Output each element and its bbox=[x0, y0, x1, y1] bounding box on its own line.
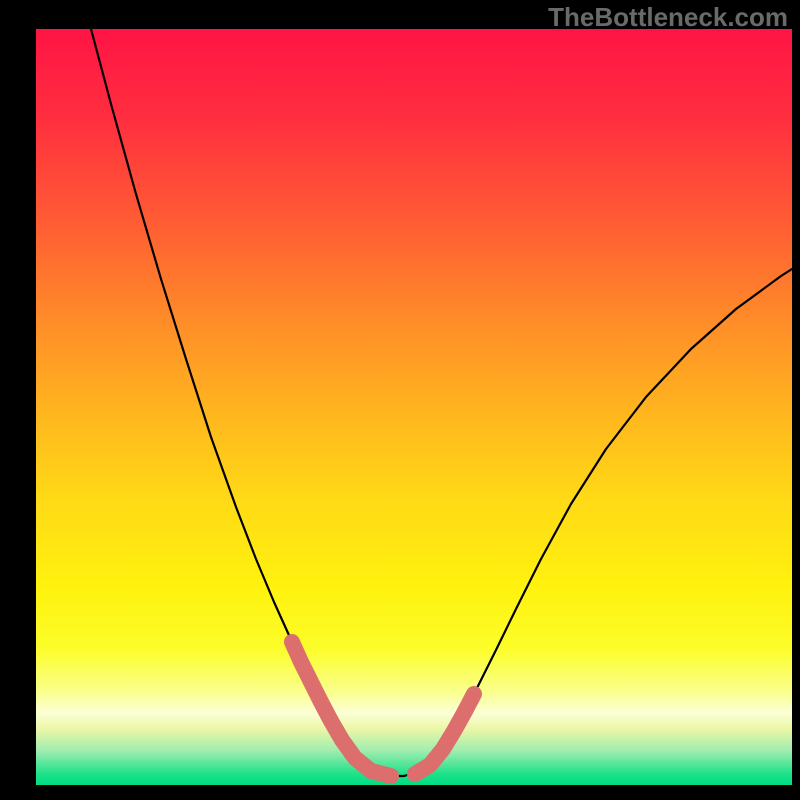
watermark-text: TheBottleneck.com bbox=[548, 2, 788, 33]
bottleneck-curve bbox=[91, 29, 792, 776]
chart-container: TheBottleneck.com bbox=[0, 0, 800, 800]
plot-area bbox=[36, 29, 792, 785]
marker-segment-left bbox=[292, 642, 391, 776]
marker-segment-right bbox=[415, 694, 474, 774]
curve-layer bbox=[36, 29, 792, 785]
